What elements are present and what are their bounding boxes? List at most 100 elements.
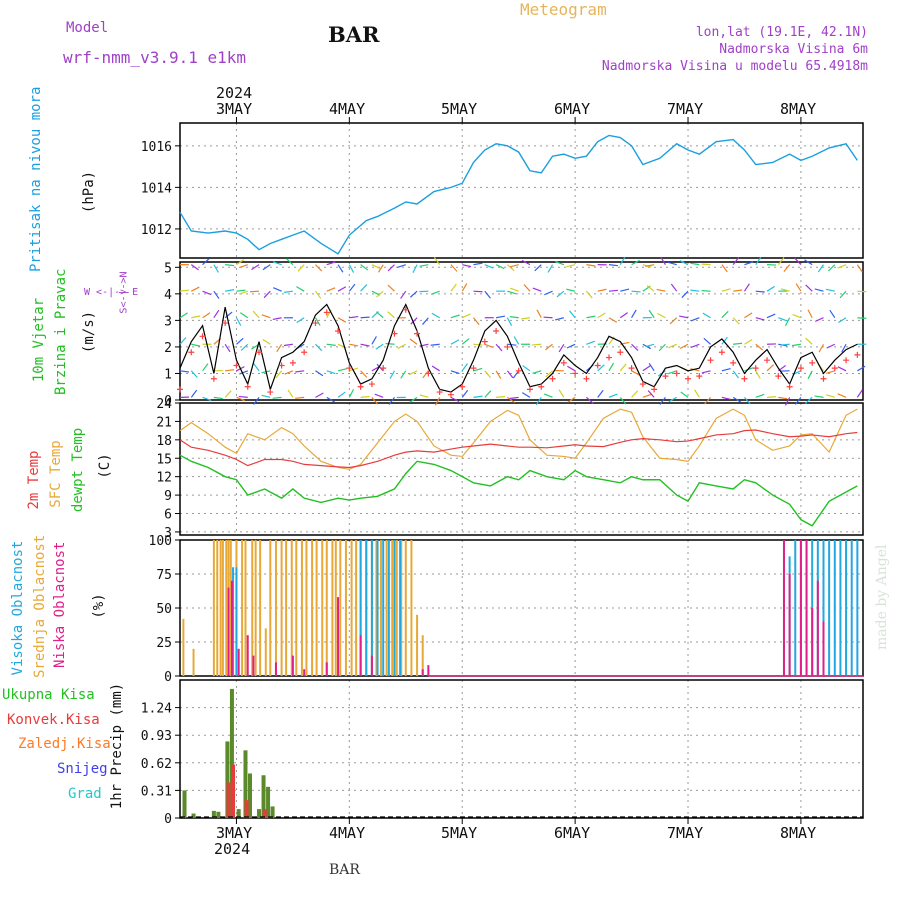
wind-arrow (648, 309, 655, 319)
wind-arrow (473, 343, 483, 346)
precip-bar (243, 750, 248, 818)
wind-arrow (818, 343, 825, 353)
wind-arrow (805, 396, 813, 404)
station-title: BAR (328, 22, 380, 47)
wind-arrow (225, 289, 235, 292)
wind-arrow (857, 365, 866, 372)
gust-marker (718, 349, 725, 356)
precip-bar (182, 790, 187, 818)
gust-marker (538, 383, 545, 390)
gust-marker (594, 362, 601, 369)
gust-marker (459, 383, 466, 390)
wind-arrow (276, 343, 283, 353)
precip-legend-frz: Zaledj.Kisa (18, 736, 111, 752)
gust-marker (267, 389, 274, 396)
gust-marker (831, 365, 838, 372)
wind-arrow (213, 290, 220, 299)
wind-arrow (387, 264, 395, 272)
wind-arrow (535, 397, 542, 406)
sfc-temp-line (179, 408, 858, 470)
wind-arrow (450, 370, 460, 375)
wind-arrow (252, 310, 260, 319)
gust-marker (177, 386, 183, 393)
wind-arrow (814, 395, 824, 398)
gust-marker (843, 357, 850, 364)
wind-arrow (283, 290, 293, 293)
wind-arrow (272, 396, 282, 399)
wind-arrow (397, 264, 406, 269)
bottom-day-label-5: 8MAY (780, 824, 817, 842)
wind-arrow (315, 370, 324, 377)
wind-arrow (190, 264, 199, 271)
wind-arrow (755, 393, 765, 398)
wind-arrow (314, 317, 321, 326)
wind-arrow (371, 396, 379, 405)
wind-arrow (766, 285, 775, 292)
bottom-day-label-4: 7MAY (667, 824, 704, 842)
top-day-label-1: 4MAY (329, 100, 366, 118)
wind-arrow (547, 264, 554, 273)
top-year-label: 2024 (216, 84, 253, 102)
wind-arrow (586, 264, 596, 267)
wind-arrow (273, 287, 282, 292)
wind-arrow (778, 317, 787, 322)
wind-arrow (461, 283, 468, 292)
wind-arrow (202, 258, 210, 266)
gust-marker (425, 370, 432, 377)
wind-arrow (660, 256, 666, 265)
wind-arrow (360, 395, 370, 398)
wind-arrow (522, 365, 531, 372)
footer-station: BAR (329, 862, 360, 878)
wind-arrow (733, 289, 743, 292)
top-day-label-3: 6MAY (554, 100, 591, 118)
gust-marker (210, 375, 217, 382)
wind-arrow (785, 397, 791, 406)
gust-marker (301, 349, 308, 356)
wind-arrow (484, 290, 491, 299)
wind-arrow (224, 390, 232, 398)
model-label: Model (66, 20, 109, 36)
precip-legend-hail: Grad (68, 786, 102, 802)
wind-arrow (315, 264, 323, 272)
wind-arrow (360, 264, 369, 271)
wind-arrow (262, 338, 271, 345)
wind-arrow (507, 290, 517, 295)
gust-marker (628, 365, 635, 372)
wind-arrow (408, 370, 418, 376)
wind-arrow (326, 287, 336, 292)
precip-bar (216, 811, 221, 818)
wind-arrow (597, 312, 606, 319)
y-tick-label: 18 (156, 434, 172, 449)
wind-arrow (400, 370, 407, 379)
wind-arrow (262, 264, 271, 271)
gust-marker (447, 391, 454, 398)
wind-arrow (856, 389, 863, 398)
wind-arrow (620, 288, 630, 292)
wind-arrow (755, 343, 764, 351)
wind-arrow (532, 343, 542, 346)
wind-arrow (721, 288, 731, 292)
precip-bar (211, 810, 216, 818)
wind-arrow (608, 317, 618, 323)
bottom-year-label: 2024 (214, 840, 251, 858)
wind-arrow (412, 264, 418, 273)
wind-arrow (777, 257, 785, 266)
wind-arrow (376, 290, 384, 298)
gust-marker (696, 373, 703, 380)
precip-bar (270, 806, 275, 818)
pressure-line (179, 134, 858, 255)
wind-arrow (484, 343, 494, 348)
wind-arrow (495, 315, 506, 319)
wind-arrow (326, 343, 336, 346)
precip-bar (225, 741, 230, 818)
wind-arrow (766, 313, 776, 319)
wind-arrow (507, 396, 516, 404)
wind-arrow (202, 290, 212, 296)
wind-arrow (631, 309, 637, 319)
wind-arrow (202, 363, 209, 372)
wind-arrow (597, 389, 604, 398)
wind-arrow (239, 264, 248, 269)
gust-marker (685, 375, 692, 382)
wind-arrow (461, 389, 469, 398)
wind-arrow (619, 312, 629, 319)
